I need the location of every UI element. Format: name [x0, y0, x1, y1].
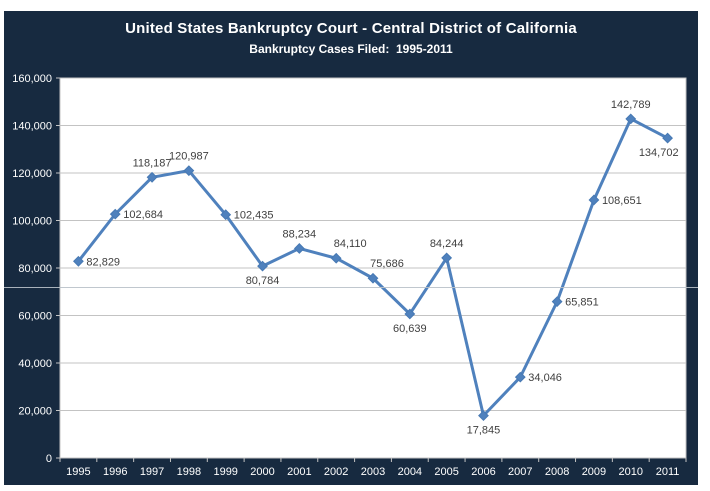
- data-point-label: 120,987: [169, 151, 209, 163]
- x-axis-tick-label: 2003: [361, 466, 385, 478]
- data-point-marker: [109, 208, 121, 220]
- chart-subtitle: Bankruptcy Cases Filed: 1995-2011: [249, 42, 453, 56]
- data-point-marker: [441, 252, 453, 264]
- x-axis-tick-label: 2007: [508, 466, 532, 478]
- x-axis-tick-label: 1996: [103, 466, 127, 478]
- x-axis-tick-label: 2006: [471, 466, 495, 478]
- data-point-label: 84,110: [334, 238, 367, 250]
- data-point-marker: [293, 243, 305, 254]
- data-point-marker: [183, 165, 195, 177]
- data-point-label: 17,845: [467, 425, 501, 437]
- data-point-marker: [404, 308, 416, 320]
- data-point-label: 34,046: [528, 372, 562, 384]
- data-point-marker: [625, 113, 637, 125]
- x-axis-tick-label: 2010: [619, 466, 643, 478]
- x-axis-tick-label: 2009: [582, 466, 606, 478]
- data-point-label: 60,639: [393, 323, 427, 335]
- data-point-label: 118,187: [133, 157, 172, 169]
- data-point-label: 142,789: [611, 99, 651, 111]
- data-point-marker: [220, 209, 232, 221]
- x-axis-tick-label: 2004: [398, 466, 422, 478]
- data-point-label: 102,435: [234, 210, 274, 222]
- y-axis-tick-label: 40,000: [18, 358, 52, 370]
- y-axis-tick-label: 100,000: [12, 216, 52, 228]
- data-point-label: 82,829: [86, 256, 120, 268]
- data-point-marker: [662, 132, 673, 144]
- data-point-label: 75,686: [370, 258, 404, 270]
- data-point-marker: [478, 410, 489, 422]
- data-point-label: 108,651: [602, 195, 642, 207]
- data-point-marker: [514, 371, 526, 383]
- data-point-label: 80,784: [246, 275, 280, 287]
- data-point-marker: [551, 296, 563, 308]
- y-axis-tick-label: 120,000: [12, 168, 52, 180]
- y-axis-tick-label: 20,000: [18, 406, 52, 418]
- data-point-label: 84,244: [430, 238, 464, 250]
- x-axis-tick-label: 2008: [545, 466, 569, 478]
- data-point-marker: [367, 272, 379, 284]
- y-axis-tick-label: 160,000: [12, 73, 52, 85]
- data-point-label: 134,702: [639, 147, 679, 159]
- horizontal-divider-line: [4, 287, 698, 288]
- x-axis-tick-label: 1998: [177, 466, 201, 478]
- line-chart: 0 20,000 40,000 60,000 80,000 100,000 120,000 1…: [12, 73, 687, 478]
- data-point-label: 88,234: [283, 228, 317, 240]
- chart-panel: United States Bankruptcy Court - Central…: [4, 11, 698, 485]
- x-axis-tick-label: 2000: [250, 466, 274, 478]
- data-point-marker: [588, 194, 600, 206]
- chart-title: United States Bankruptcy Court - Central…: [125, 20, 577, 37]
- y-axis-tick-label: 60,000: [18, 311, 52, 323]
- x-axis-tick-label: 2002: [324, 466, 348, 478]
- x-axis-tick-label: 1995: [66, 466, 90, 478]
- y-axis-tick-label: 140,000: [12, 121, 52, 133]
- data-point-marker: [73, 255, 84, 267]
- data-point-marker: [330, 252, 342, 264]
- x-axis-tick-label: 2005: [434, 466, 458, 478]
- x-axis-tick-label: 2001: [287, 466, 311, 478]
- data-point-marker: [146, 171, 158, 183]
- data-point-label: 65,851: [565, 297, 599, 309]
- y-axis-tick-label: 80,000: [18, 263, 52, 275]
- x-axis-tick-label: 1999: [213, 466, 237, 478]
- x-axis-tick-label: 1997: [140, 466, 164, 478]
- y-axis-tick-label: 0: [46, 453, 52, 465]
- data-point-marker: [257, 260, 268, 272]
- x-axis-tick-label: 2011: [656, 466, 680, 478]
- data-point-label: 102,684: [123, 209, 163, 221]
